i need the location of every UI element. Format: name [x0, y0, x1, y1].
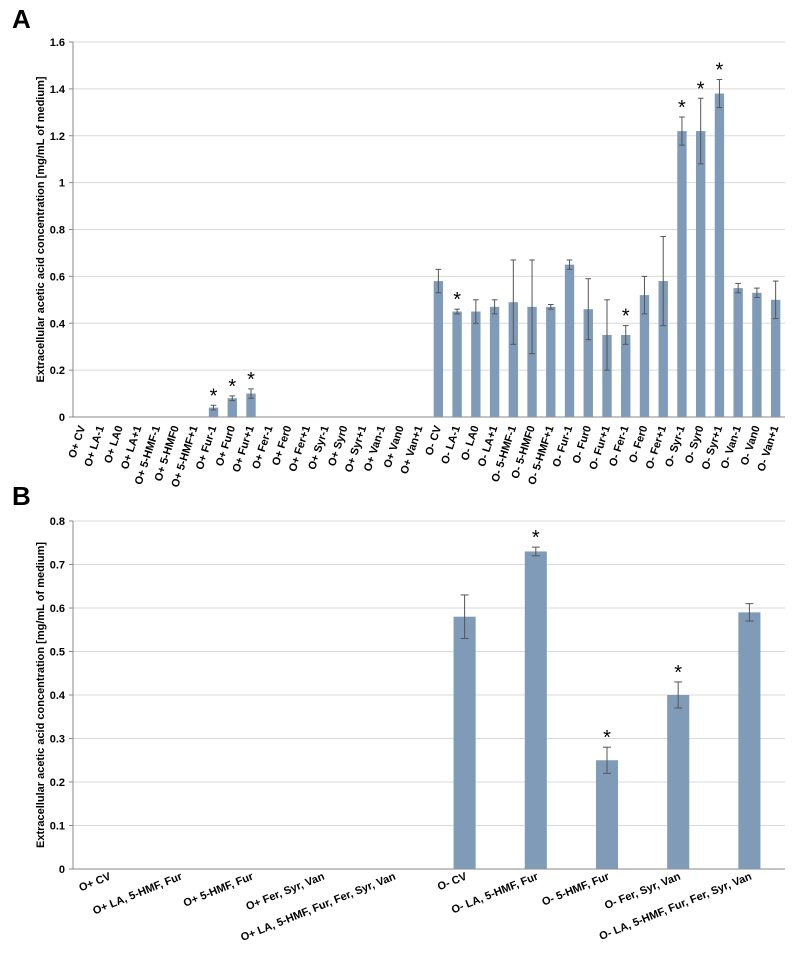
bar: [714, 93, 725, 417]
bar: [433, 281, 444, 417]
significance-marker: *: [678, 97, 686, 119]
bar: [453, 616, 476, 869]
y-tick-label: 0.2: [50, 365, 65, 377]
bar: [667, 695, 690, 869]
x-tick-label: O- 5-HMF, Fur: [540, 870, 611, 908]
y-tick-label: 0.6: [50, 603, 65, 615]
significance-marker: *: [210, 385, 218, 407]
y-tick-label: 0.1: [50, 821, 65, 833]
x-tick-label: O- CV: [436, 870, 469, 893]
y-tick-label: 0.4: [50, 318, 66, 330]
significance-marker: *: [532, 527, 540, 549]
y-axis-label: Extracellular acetic acid concentration …: [35, 76, 47, 382]
y-tick-label: 0.5: [50, 647, 65, 659]
bar: [208, 407, 219, 417]
significance-marker: *: [247, 369, 255, 391]
bar: [527, 306, 537, 417]
y-tick-label: 0: [59, 412, 65, 424]
y-tick-label: 1.6: [50, 37, 65, 49]
panel-label: A: [12, 4, 31, 34]
bar: [752, 292, 762, 417]
significance-marker: *: [603, 727, 611, 749]
bar: [733, 288, 743, 417]
bar: [246, 393, 256, 417]
significance-marker: *: [453, 289, 461, 311]
bar: [696, 131, 706, 417]
bar: [583, 309, 593, 417]
bar: [564, 264, 575, 417]
bar: [602, 334, 612, 417]
y-tick-label: 1: [59, 178, 65, 190]
y-tick-label: 0.6: [50, 271, 65, 283]
significance-marker: *: [697, 78, 705, 100]
bar: [677, 131, 687, 417]
significance-marker: *: [228, 376, 236, 398]
y-tick-label: 0.8: [50, 225, 65, 237]
y-tick-label: 1.4: [50, 84, 66, 96]
bar: [595, 760, 619, 869]
y-tick-label: 0.8: [50, 516, 65, 528]
y-tick-label: 0.7: [50, 560, 65, 572]
bar: [546, 306, 556, 417]
bar: [639, 295, 650, 417]
bar: [524, 551, 547, 869]
significance-marker: *: [674, 662, 682, 684]
bar: [658, 281, 668, 417]
bar: [621, 334, 631, 417]
significance-marker: *: [716, 60, 724, 82]
y-tick-label: 0.4: [50, 690, 66, 702]
bar: [227, 398, 237, 417]
bar: [738, 612, 761, 869]
bar: [508, 302, 518, 417]
significance-marker: *: [622, 306, 630, 328]
bar: [471, 311, 481, 417]
bar: [770, 299, 781, 417]
y-tick-label: 0: [59, 864, 65, 876]
y-tick-label: 1.2: [50, 131, 65, 143]
bar: [489, 306, 500, 417]
y-tick-label: 0.3: [50, 734, 65, 746]
x-tick-label: O+ CV: [77, 870, 113, 894]
y-tick-label: 0.2: [50, 777, 65, 789]
bar: [452, 311, 462, 417]
y-axis-label: Extracellular acetic acid concentration …: [35, 542, 47, 848]
panel-label: B: [12, 481, 31, 511]
x-tick-label: O- CV: [423, 424, 444, 457]
